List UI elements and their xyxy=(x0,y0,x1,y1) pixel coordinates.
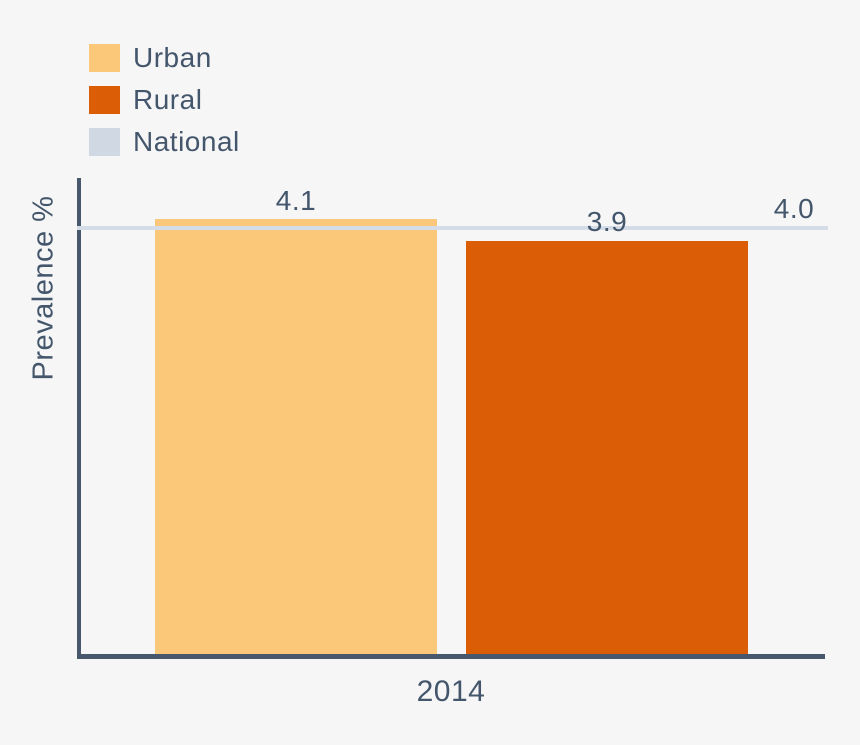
urban-swatch-icon xyxy=(89,44,120,72)
bar-urban xyxy=(155,219,437,654)
plot-area: 4.1 3.9 4.0 xyxy=(77,178,828,659)
legend-item-national: National xyxy=(89,128,240,156)
x-tick-label: 2014 xyxy=(416,675,486,708)
value-label-urban: 4.1 xyxy=(275,185,317,216)
y-axis-title: Prevalence % xyxy=(27,195,60,381)
legend-label-urban: Urban xyxy=(133,42,212,73)
national-swatch-icon xyxy=(89,128,120,156)
national-reference-line xyxy=(77,226,828,230)
legend-label-national: National xyxy=(133,126,240,157)
value-label-rural: 3.9 xyxy=(586,206,628,237)
legend-item-urban: Urban xyxy=(89,44,240,72)
chart-legend: Urban Rural National xyxy=(89,44,240,170)
rural-swatch-icon xyxy=(89,86,120,114)
value-label-national: 4.0 xyxy=(773,193,815,224)
bar-rural xyxy=(466,241,748,654)
legend-item-rural: Rural xyxy=(89,86,240,114)
legend-label-rural: Rural xyxy=(133,84,203,115)
